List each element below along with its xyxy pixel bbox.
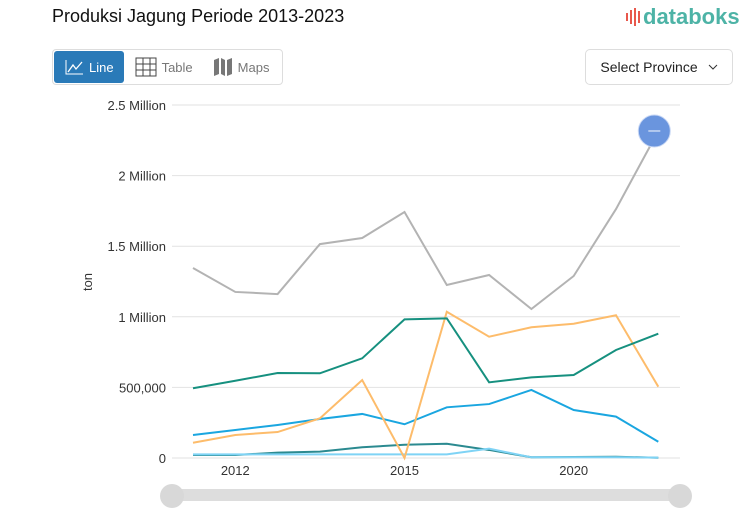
y-tick-label: 0 (159, 451, 166, 466)
tab-table[interactable]: Table (125, 50, 203, 84)
highlight-point-marker[interactable] (637, 114, 671, 148)
chevron-down-icon (708, 64, 717, 70)
tab-table-label: Table (161, 59, 193, 75)
chart-title: Produksi Jagung Periode 2013-2023 (52, 6, 345, 26)
table-grid-icon (135, 57, 157, 77)
series-line (193, 447, 659, 459)
series-line (192, 388, 659, 443)
x-tick-label: 2015 (390, 463, 419, 478)
line-chart-icon (65, 60, 83, 75)
province-select-label: Select Province (600, 59, 698, 75)
tab-line[interactable]: Line (54, 51, 124, 83)
y-tick-label: 2.5 Million (107, 98, 166, 113)
tab-maps[interactable]: Maps (203, 50, 280, 84)
range-handle-right[interactable] (668, 484, 692, 508)
y-tick-label: 2 Million (118, 169, 166, 184)
series-line (192, 317, 659, 390)
series-line (192, 310, 660, 461)
y-tick-label: 1 Million (118, 310, 166, 325)
tab-line-label: Line (89, 59, 114, 75)
map-icon (213, 58, 232, 76)
y-tick-label: 500,000 (119, 380, 166, 395)
series-line (192, 130, 660, 311)
series-line (193, 442, 659, 459)
range-handle-left[interactable] (160, 484, 184, 508)
y-axis-label: ton (80, 273, 95, 291)
view-tabs: Line Table Maps (52, 49, 283, 85)
range-scrollbar[interactable] (172, 489, 680, 501)
province-select[interactable]: Select Province (585, 49, 733, 85)
tab-maps-label: Maps (237, 59, 270, 75)
databoks-logo[interactable]: databoks (626, 4, 740, 30)
x-tick-label: 2012 (221, 463, 250, 478)
y-tick-label: 1.5 Million (107, 239, 166, 254)
x-tick-label: 2020 (559, 463, 588, 478)
logo-bars-icon (626, 8, 640, 26)
logo-text: databoks (643, 4, 740, 29)
